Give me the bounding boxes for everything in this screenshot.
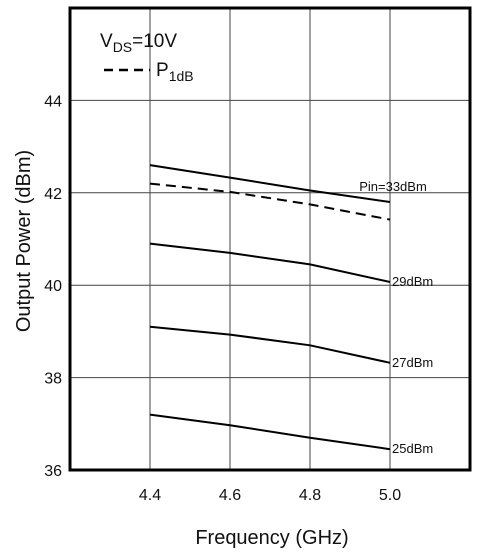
y-tick-label: 42 <box>44 186 62 203</box>
series-lines <box>149 164 391 451</box>
series-labels: Pin=33dBm 29dBm 27dBm 25dBm <box>359 179 433 456</box>
x-tick-label: 5.0 <box>379 487 401 504</box>
series-line-1 <box>149 182 391 221</box>
x-tick-label: 4.4 <box>139 487 161 504</box>
y-tick-label: 44 <box>44 93 62 110</box>
legend-p1db: P1dB <box>156 60 194 84</box>
legend: VDS=10V P1dB <box>100 31 194 84</box>
x-axis-label: Frequency (GHz) <box>195 527 348 549</box>
series-label-3: 27dBm <box>392 355 433 370</box>
y-tick-label: 40 <box>44 278 62 295</box>
grid-lines <box>70 8 470 471</box>
plot-frame <box>68 6 472 472</box>
y-axis-label: Output Power (dBm) <box>13 150 35 332</box>
x-tick-label: 4.6 <box>219 487 241 504</box>
legend-condition: VDS=10V <box>100 31 177 55</box>
series-line-0 <box>149 164 391 203</box>
series-label-4: 25dBm <box>392 441 433 456</box>
y-tick-labels: 36 38 40 42 44 <box>44 93 62 480</box>
series-line-2 <box>149 242 391 283</box>
series-line-3 <box>149 325 391 364</box>
series-line-4 <box>149 413 391 451</box>
series-label-0: Pin=33dBm <box>359 179 427 194</box>
y-tick-label: 36 <box>44 463 62 480</box>
x-tick-labels: 4.4 4.6 4.8 5.0 <box>139 487 401 504</box>
x-tick-label: 4.8 <box>299 487 321 504</box>
series-label-2: 29dBm <box>392 274 433 289</box>
y-tick-label: 38 <box>44 371 62 388</box>
